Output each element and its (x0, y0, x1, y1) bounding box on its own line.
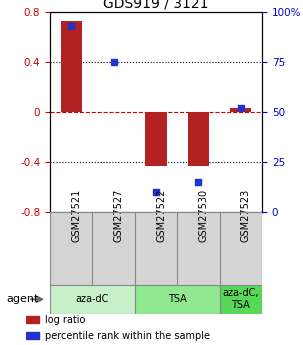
Text: aza-dC: aza-dC (76, 294, 109, 304)
Bar (230, 108, 251, 112)
Bar (220, 285, 262, 314)
Bar (26, 332, 39, 339)
Bar (188, 112, 209, 166)
Bar (220, 212, 262, 285)
Text: aza-dC,
TSA: aza-dC, TSA (223, 288, 259, 310)
Text: GSM27522: GSM27522 (156, 189, 166, 243)
Bar (177, 212, 220, 285)
Text: GSM27523: GSM27523 (241, 189, 251, 243)
Point (238, 105, 243, 111)
Bar (145, 112, 167, 166)
Text: GSM27527: GSM27527 (114, 189, 124, 243)
Text: percentile rank within the sample: percentile rank within the sample (45, 331, 210, 341)
Text: GSM27521: GSM27521 (71, 189, 81, 243)
Text: TSA: TSA (168, 294, 187, 304)
Text: agent: agent (6, 294, 38, 304)
Bar (61, 21, 82, 112)
Point (196, 179, 201, 185)
Bar (50, 212, 92, 285)
Text: GSM27530: GSM27530 (198, 189, 208, 242)
Bar (92, 212, 135, 285)
Bar (26, 315, 39, 323)
Point (69, 23, 74, 29)
Point (154, 189, 158, 195)
Bar (135, 212, 177, 285)
Title: GDS919 / 3121: GDS919 / 3121 (103, 0, 209, 11)
Text: log ratio: log ratio (45, 315, 85, 325)
Point (111, 59, 116, 65)
Bar (50, 285, 135, 314)
Bar (135, 285, 220, 314)
